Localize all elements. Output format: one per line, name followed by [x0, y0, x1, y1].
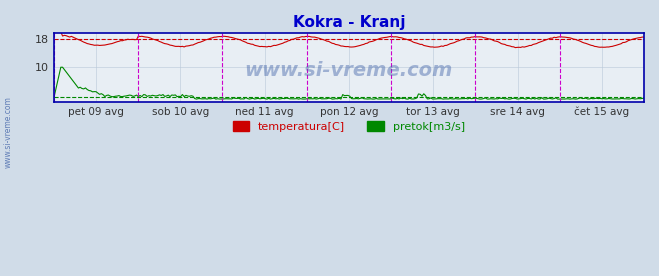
- Text: www.si-vreme.com: www.si-vreme.com: [244, 61, 453, 80]
- Legend: temperatura[C], pretok[m3/s]: temperatura[C], pretok[m3/s]: [228, 117, 470, 137]
- Text: www.si-vreme.com: www.si-vreme.com: [4, 97, 13, 168]
- Title: Kokra - Kranj: Kokra - Kranj: [293, 15, 405, 30]
